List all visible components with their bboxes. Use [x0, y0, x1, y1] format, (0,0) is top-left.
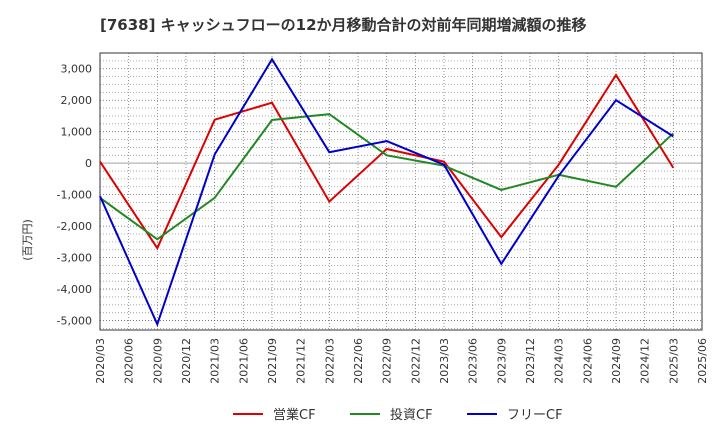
x-tick-label: 2024/06 [581, 338, 594, 384]
x-tick-label: 2023/03 [438, 338, 451, 384]
plot-area [100, 53, 702, 330]
x-tick-label: 2024/12 [639, 338, 652, 384]
legend-label-1: 投資CF [390, 407, 433, 423]
x-tick-label: 2022/12 [409, 338, 422, 384]
x-tick-label: 2021/12 [295, 338, 308, 384]
x-tick-label: 2020/03 [94, 338, 107, 384]
x-tick-label: 2024/09 [610, 338, 623, 384]
series-line-0 [99, 73, 675, 251]
legend-label-0: 営業CF [273, 407, 316, 423]
x-tick-label: 2024/03 [553, 338, 566, 384]
y-tick-label: -1,000 [57, 189, 92, 202]
x-tick-label: 2021/03 [209, 338, 222, 384]
x-tick-label: 2020/12 [180, 338, 193, 384]
y-tick-label: -4,000 [57, 283, 92, 296]
x-tick-label: 2025/03 [667, 338, 680, 384]
y-tick-label: 0 [85, 157, 92, 170]
plot-border [99, 52, 703, 331]
x-tick-label: 2022/03 [323, 338, 336, 384]
x-tick-label: 2020/06 [123, 338, 136, 384]
chart-title: [7638] キャッシュフローの12か月移動合計の対前年同期増減額の推移 [100, 16, 587, 34]
legend-label-2: フリーCF [507, 408, 563, 423]
series-line-2 [99, 57, 674, 328]
y-tick-label: -2,000 [57, 220, 92, 233]
x-tick-label: 2020/09 [151, 338, 164, 384]
y-tick-label: -5,000 [57, 315, 92, 328]
x-tick-label: 2025/06 [696, 338, 709, 384]
x-tick-label: 2022/06 [352, 338, 365, 384]
y-tick-label: 1,000 [61, 126, 93, 139]
y-tick-label: 3,000 [61, 63, 93, 76]
y-tick-label: 2,000 [61, 94, 93, 107]
x-tick-label: 2023/12 [524, 338, 537, 384]
x-tick-label: 2021/09 [266, 338, 279, 384]
y-tick-label: -3,000 [57, 252, 92, 265]
x-tick-label: 2021/06 [237, 338, 250, 384]
x-tick-label: 2022/09 [381, 338, 394, 384]
x-tick-label: 2023/09 [495, 338, 508, 384]
x-tick-label: 2023/06 [467, 338, 480, 384]
